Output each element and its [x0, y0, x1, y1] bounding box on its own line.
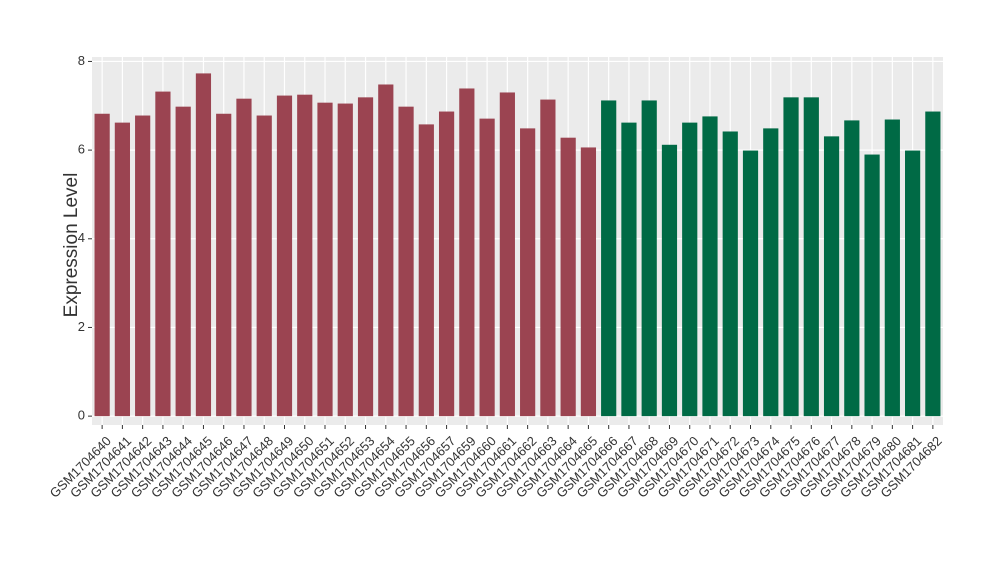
bar — [479, 118, 495, 417]
y-tick-label: 0 — [78, 408, 85, 423]
bar — [459, 88, 475, 417]
bar — [601, 100, 617, 417]
bar — [621, 122, 637, 417]
y-axis-title: Expression Level — [61, 173, 82, 318]
bar — [884, 119, 900, 417]
bar — [641, 100, 657, 417]
bar — [925, 111, 941, 417]
bar — [317, 102, 333, 417]
y-tick-label: 8 — [78, 53, 85, 68]
bar — [94, 113, 110, 417]
bar — [114, 122, 130, 417]
bar — [864, 154, 880, 417]
bar — [742, 150, 759, 417]
bar — [195, 73, 212, 417]
bar — [803, 97, 819, 417]
bar — [276, 95, 293, 417]
bar — [155, 91, 171, 417]
bar — [844, 120, 860, 417]
y-tick-label: 4 — [78, 230, 85, 245]
bar — [661, 144, 678, 417]
bar — [702, 116, 718, 417]
bar — [398, 106, 414, 417]
bar — [520, 128, 536, 417]
bar — [216, 113, 232, 417]
y-tick-label: 2 — [78, 319, 85, 334]
bar — [297, 94, 313, 417]
bar — [378, 84, 394, 417]
bar — [783, 97, 799, 417]
bar — [763, 128, 779, 417]
bar — [236, 98, 252, 417]
bar — [418, 124, 434, 417]
bar — [357, 97, 374, 417]
bar — [682, 122, 698, 417]
bar — [175, 106, 191, 417]
bar — [135, 115, 151, 417]
plot-panel — [92, 57, 943, 425]
bar — [905, 150, 921, 417]
bar — [580, 147, 597, 417]
bar — [560, 137, 576, 417]
bar — [722, 131, 738, 417]
bar — [823, 136, 840, 417]
bar — [540, 99, 556, 417]
bar — [337, 103, 353, 417]
bar — [499, 92, 515, 417]
bar — [438, 111, 455, 417]
y-tick-label: 6 — [78, 142, 85, 157]
bar — [256, 115, 272, 417]
